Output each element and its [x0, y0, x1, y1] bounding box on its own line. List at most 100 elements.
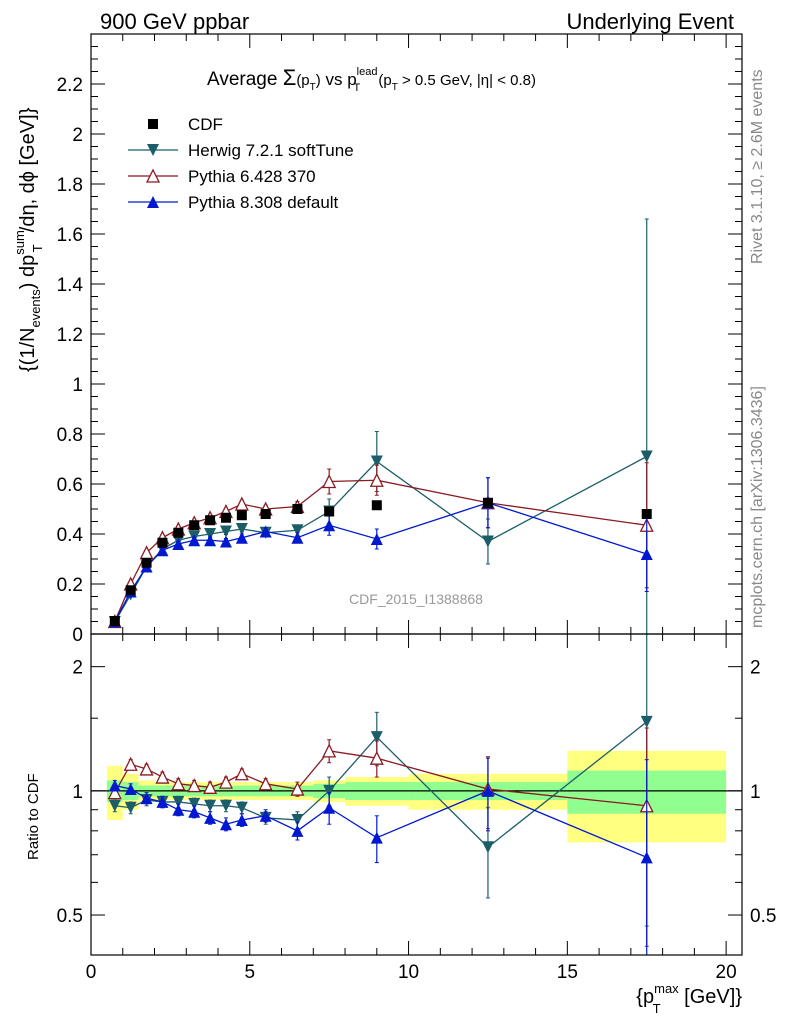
main-y-tick-label: 0	[72, 625, 83, 646]
ylabel-b: ) dp	[17, 255, 39, 289]
legend: CDF Herwig 7.2.1 softTune Pythia 6.428 370…	[128, 115, 354, 212]
ratio-point	[172, 803, 185, 816]
y-axis-label: {(1/Nevents) dpsum T/dη, dϕ [GeV]}	[12, 107, 45, 372]
ratio-y-ticks: 0.5 0.5 1 1 2 2	[57, 658, 777, 927]
ylabel-a: {(1/N	[17, 328, 39, 372]
data-point	[188, 534, 201, 547]
data-point	[235, 531, 248, 544]
data-point	[259, 525, 272, 538]
ratio-point	[323, 801, 336, 814]
data-point	[481, 535, 494, 548]
ratio-plot: 0.5 0.5 1 1 2 2	[57, 633, 777, 956]
ratio-point	[140, 792, 153, 805]
rivet-label: Rivet 3.1.10, ≥ 2.6M events	[749, 69, 766, 264]
title-vs: vs p	[321, 70, 357, 89]
ratio-point	[640, 851, 653, 864]
main-y-tick-label: 1.8	[57, 175, 83, 196]
plot-title: Average Σ(pT) vs plead T (pT > 0.5 GeV, |…	[207, 65, 536, 94]
main-y-tick-label: 1.4	[57, 275, 84, 296]
x-tick-label: 15	[557, 962, 578, 983]
ratio-point	[155, 769, 170, 784]
title-pt-close: )	[316, 72, 321, 89]
main-y-tick-label: 0.2	[57, 575, 83, 596]
data-point	[370, 533, 383, 545]
ratio-point	[171, 776, 186, 791]
title-sigma: Σ	[283, 65, 297, 90]
cdf-point	[371, 500, 382, 511]
ratio-point	[291, 824, 304, 837]
cdf-point	[173, 527, 184, 538]
x-axis-ticks: 0 5 10 15 20	[86, 34, 737, 983]
ratio-point	[204, 799, 217, 812]
ratio-point	[259, 809, 272, 822]
legend-label: Pythia 6.428 370	[188, 167, 316, 186]
ratio-point	[218, 774, 234, 789]
x-tick-label: 0	[86, 962, 97, 983]
ratio-point	[481, 784, 494, 797]
data-point	[219, 525, 232, 538]
legend-marker	[147, 144, 159, 156]
ratio-point	[291, 813, 304, 826]
cdf-point	[641, 509, 652, 519]
main-y-tick-label: 1.6	[57, 225, 83, 246]
ylabel-b-sup: sum	[12, 230, 27, 255]
ratio-y-tick-label-right: 2	[750, 658, 761, 679]
ratio-point	[370, 731, 383, 744]
data-point	[640, 450, 653, 463]
ratio-point	[124, 783, 137, 796]
ratio-point	[369, 750, 384, 765]
main-plot: 0 0.2 0.4 0.6 0.8 1 1.2 1.4 1.6 1.8 2 2.2	[57, 33, 743, 646]
ratio-point	[123, 756, 138, 771]
x-tick-label: 5	[244, 962, 255, 983]
cdf-point	[220, 512, 231, 523]
ratio-point	[187, 778, 202, 793]
legend-item: Pythia 8.308 default	[128, 193, 339, 212]
xlabel-sup: max	[654, 981, 679, 996]
ratio-point	[124, 801, 137, 814]
cdf-data	[109, 497, 652, 626]
header-left: 900 GeV ppbar	[100, 9, 249, 34]
ratio-series-layer	[107, 633, 654, 956]
ylabel-a-sub: events	[28, 289, 43, 328]
cdf-point	[125, 585, 136, 596]
title-cut-open: (p	[374, 72, 392, 89]
title-lead-sup: lead	[357, 66, 378, 78]
ylabel-b-sub: T	[30, 244, 45, 252]
ratio-point	[156, 795, 169, 808]
cdf-point	[482, 497, 493, 508]
main-y-tick-label: 0.8	[57, 425, 83, 446]
ratio-point	[290, 781, 305, 796]
ratio-point	[219, 818, 232, 831]
data-point	[291, 531, 304, 544]
data-point	[370, 455, 383, 468]
ratio-frame	[90, 633, 743, 956]
ratio-point	[188, 805, 201, 818]
data-point	[219, 535, 232, 548]
mcplots-label: mcplots.cern.ch [arXiv:1306.3436]	[749, 386, 766, 628]
ratio-y-tick-label: 0.5	[57, 906, 83, 927]
cdf-point	[189, 520, 200, 531]
main-y-tick-label: 1	[72, 375, 83, 396]
data-point	[323, 519, 336, 532]
main-y-ticks: 0 0.2 0.4 0.6 0.8 1 1.2 1.4 1.6 1.8 2 2.2	[57, 33, 742, 646]
title-cut-sub: T	[392, 82, 398, 93]
data-point	[640, 548, 653, 560]
series-3-ratio	[108, 757, 653, 956]
data-point	[369, 472, 384, 487]
data-point	[172, 538, 185, 550]
ylabel-c: /dη, dϕ [GeV]}	[17, 107, 39, 232]
ratio-point	[139, 761, 154, 776]
data-point	[204, 528, 217, 540]
cdf-point	[141, 557, 152, 568]
cdf-point	[236, 510, 247, 521]
xlabel-sub: T	[653, 1001, 661, 1016]
legend-marker	[145, 168, 161, 183]
data-point	[156, 544, 169, 557]
legend-item: CDF	[148, 115, 223, 134]
ratio-point	[108, 779, 121, 792]
data-point	[234, 496, 249, 511]
legend-label: CDF	[188, 115, 223, 134]
ratio-point	[219, 799, 232, 812]
title-pre: Average	[207, 69, 283, 90]
